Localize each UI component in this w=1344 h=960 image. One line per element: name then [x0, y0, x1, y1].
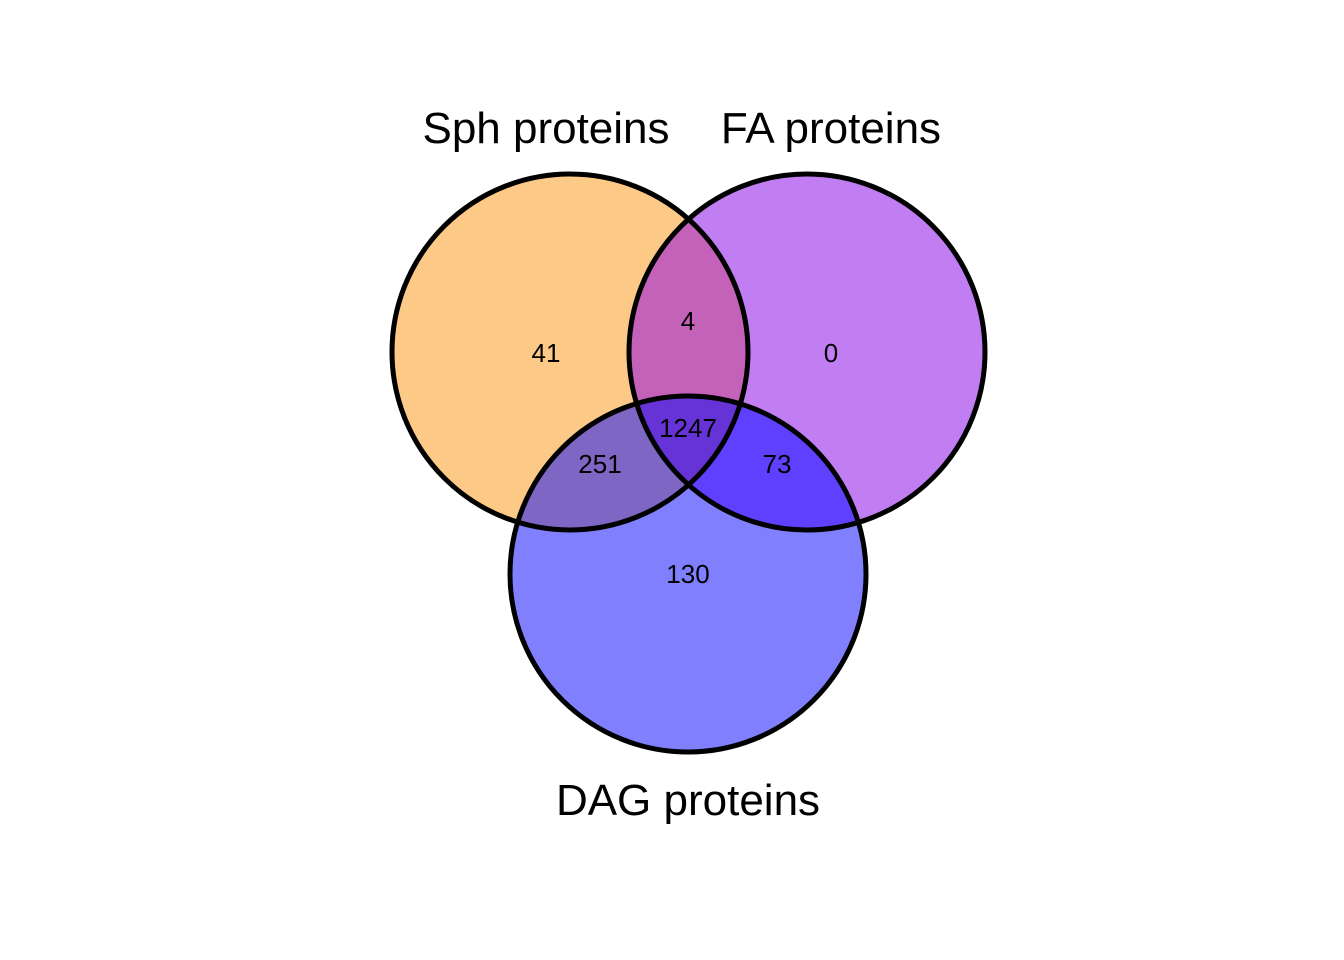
sph-only-count: 41 — [532, 338, 561, 368]
sph-fa-count: 4 — [681, 306, 695, 336]
sph-set-label: Sph proteins — [422, 104, 669, 153]
dag-set-label: DAG proteins — [556, 776, 820, 825]
sph-dag-overlap — [510, 396, 748, 530]
fa-dag-count: 73 — [763, 449, 792, 479]
fa-only-count: 0 — [824, 338, 838, 368]
sph-dag-count: 251 — [578, 449, 621, 479]
sph-circle-outline — [389, 171, 751, 533]
all-three-count: 1247 — [659, 413, 717, 443]
dag-only-count: 130 — [666, 559, 709, 589]
dag-circle-outline — [507, 393, 869, 755]
fa-dag-overlap — [629, 396, 866, 530]
fa-circle-outline — [626, 171, 988, 533]
fa-set-label: FA proteins — [721, 104, 941, 153]
